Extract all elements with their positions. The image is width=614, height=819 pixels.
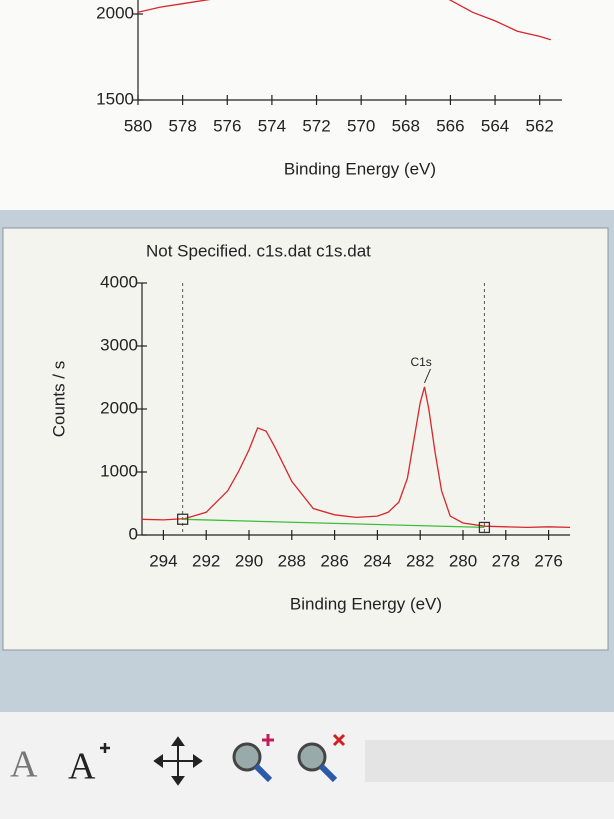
x-axis-label: Binding Energy (eV): [284, 159, 436, 178]
x-tick-label: 292: [192, 551, 220, 570]
x-tick-label: 278: [492, 551, 520, 570]
x-tick-label: 566: [436, 116, 464, 135]
spectrum-line: [142, 386, 571, 529]
x-tick-label: 564: [481, 116, 509, 135]
y-tick-label: 1000: [100, 461, 138, 480]
x-tick-label: 280: [449, 551, 477, 570]
move-tool[interactable]: [153, 736, 203, 786]
zoom-out-tool[interactable]: [297, 742, 327, 772]
x-tick-label: 576: [213, 116, 241, 135]
x-tick-label: 288: [278, 551, 306, 570]
plot-area: [138, 0, 551, 41]
y-tick-label: 4000: [100, 272, 138, 291]
region-marker: [177, 513, 189, 525]
x-tick-label: 562: [525, 116, 553, 135]
text-tool[interactable]: A: [10, 744, 38, 786]
annotation-arrow: [424, 368, 431, 384]
x-tick-label: 570: [347, 116, 375, 135]
x-tick-label: 286: [320, 551, 348, 570]
y-tick-label: 2000: [96, 3, 134, 22]
x-tick-label: 282: [406, 551, 434, 570]
spectrum-line: [138, 0, 551, 41]
top-panel: [0, 0, 614, 210]
x-tick-label: 574: [258, 116, 286, 135]
y-axis-label: Counts / s: [49, 361, 68, 438]
chart-title: Not Specified. c1s.dat c1s.dat: [146, 241, 371, 260]
x-tick-label: 294: [149, 551, 177, 570]
x-tick-label: 290: [235, 551, 263, 570]
spectrum-line: [182, 518, 485, 529]
region-marker: [478, 521, 491, 534]
bottom-panel: [2, 227, 609, 651]
toolbar-field: [365, 740, 614, 782]
plot-area: [142, 283, 571, 535]
x-tick-label: 578: [168, 116, 196, 135]
toolbar-icons: A A: [10, 733, 346, 788]
zoom-in-tool[interactable]: [232, 742, 262, 772]
y-tick-label: 2000: [100, 398, 138, 417]
y-tick-label: 1500: [96, 89, 134, 108]
x-tick-label: 568: [392, 116, 420, 135]
x-axis-label: Binding Energy (eV): [290, 594, 442, 613]
add-text-tool[interactable]: A: [68, 746, 96, 788]
y-tick-label: 3000: [100, 335, 138, 354]
x-tick-label: 276: [534, 551, 562, 570]
y-tick-label: 0: [129, 524, 138, 543]
x-tick-label: 284: [363, 551, 391, 570]
x-tick-label: 580: [124, 116, 152, 135]
plus-icon: [100, 743, 110, 753]
x-tick-label: 572: [302, 116, 330, 135]
annotation: C1s: [410, 355, 431, 369]
